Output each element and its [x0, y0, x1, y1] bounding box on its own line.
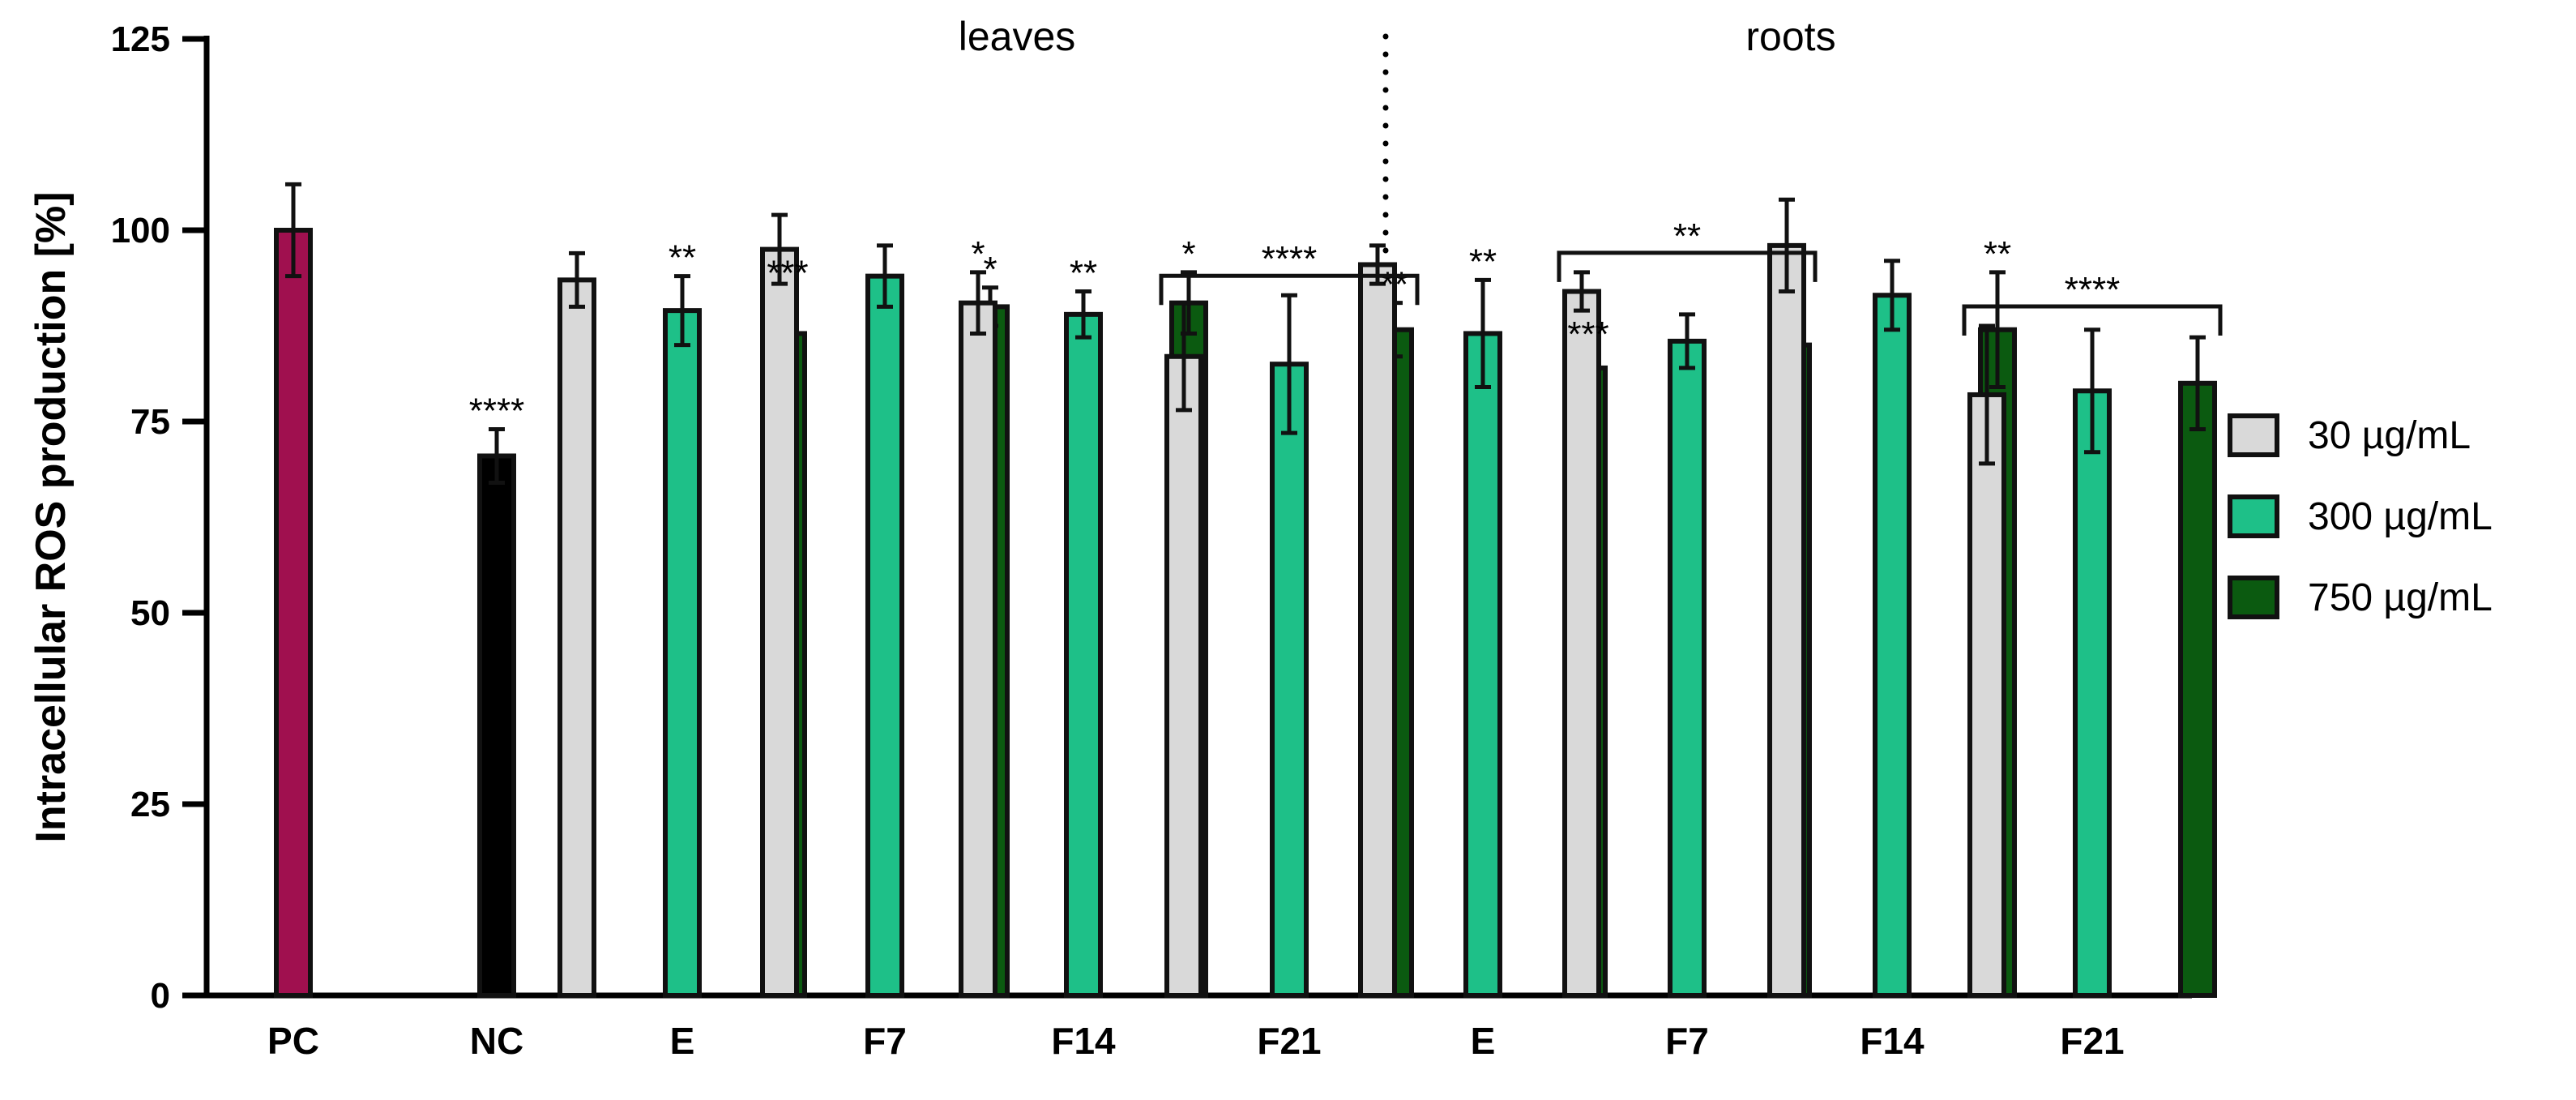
significance-label: ** — [1469, 242, 1497, 281]
axes: 0 25 50 75 100 125 Intracellular ROS productio… — [28, 14, 2192, 1062]
bar-roots-f21-30 — [1967, 392, 2006, 998]
legend: 30 µg/mL 300 µg/mL 750 µg/mL — [2228, 413, 2493, 619]
x-category-label: F14 — [1860, 1020, 1925, 1062]
section-label-roots: roots — [1745, 14, 1835, 59]
bar-roots-f21-750 — [2178, 380, 2217, 998]
y-tick-label: 75 — [130, 402, 170, 442]
bar-roots-f7-300 — [1668, 338, 1707, 998]
bar-leaves-e-300 — [663, 308, 702, 998]
bar-roots-f14-300 — [1873, 293, 1912, 998]
legend-label-300: 300 µg/mL — [2308, 495, 2493, 538]
bar-roots-e-300 — [1463, 331, 1502, 998]
legend-swatch-300 — [2228, 494, 2279, 538]
bar-leaves-f14-30 — [959, 300, 998, 998]
bar-leaves-f7-300 — [865, 273, 904, 998]
significance-label: * — [983, 250, 997, 289]
significance-label: ** — [1673, 216, 1701, 256]
bar-leaves-e-30 — [557, 277, 596, 998]
bar-roots-f7-30 — [1562, 289, 1601, 998]
x-category-label: E — [670, 1020, 695, 1062]
bar-leaves-f21-300 — [1270, 362, 1309, 998]
significance-label: * — [971, 234, 985, 274]
significance-label: ** — [669, 238, 696, 278]
significance-label: * — [1181, 234, 1195, 274]
annotations: ****** *** ** ** ******* ******* ****** — [469, 216, 2223, 430]
x-category-label: F7 — [863, 1020, 907, 1062]
significance-bracket — [1962, 304, 2223, 336]
bars — [274, 182, 2217, 999]
section-label-leaves: leaves — [959, 14, 1076, 59]
x-category-label: PC — [267, 1020, 319, 1062]
y-tick-label: 50 — [130, 593, 170, 633]
bar-roots-f21-300 — [2073, 388, 2112, 998]
bar-leaves-f14-300 — [1064, 311, 1103, 998]
y-axis-label: Intracellular ROS production [%] — [28, 191, 75, 842]
bar-roots-f14-30 — [1767, 242, 1806, 998]
significance-label: **** — [2065, 270, 2121, 310]
y-tick-label: 100 — [111, 211, 170, 250]
bar-roots-e-30 — [1358, 262, 1397, 999]
bar-leaves-f7-30 — [760, 246, 799, 999]
bar-pc — [274, 228, 313, 998]
y-tick-label: 25 — [130, 785, 170, 824]
significance-bracket — [1159, 273, 1420, 306]
significance-label: *** — [767, 254, 808, 293]
x-category-label: F21 — [2060, 1020, 2124, 1062]
bar-nc — [477, 453, 516, 998]
bar-leaves-f21-30 — [1164, 353, 1203, 998]
legend-label-30: 30 µg/mL — [2308, 414, 2471, 457]
x-category-label: F14 — [1051, 1020, 1116, 1062]
significance-label: ** — [1984, 234, 2011, 274]
significance-label: ** — [1381, 265, 1408, 305]
significance-label: ** — [1070, 254, 1097, 293]
significance-label: *** — [1567, 315, 1608, 354]
x-category-label: F21 — [1257, 1020, 1321, 1062]
y-tick-label: 125 — [111, 19, 170, 59]
significance-label: **** — [469, 391, 525, 430]
x-category-label: NC — [470, 1020, 523, 1062]
significance-label: **** — [1262, 239, 1318, 279]
significance-bracket — [1557, 250, 1818, 282]
x-category-label: F7 — [1665, 1020, 1709, 1062]
legend-swatch-30 — [2228, 413, 2279, 457]
y-tick-label: 0 — [151, 976, 170, 1016]
legend-swatch-750 — [2228, 576, 2279, 619]
legend-label-750: 750 µg/mL — [2308, 576, 2493, 619]
x-category-label: E — [1471, 1020, 1496, 1062]
